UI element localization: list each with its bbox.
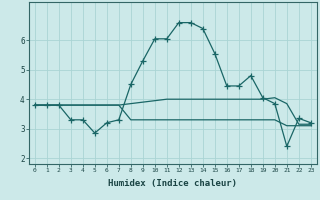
X-axis label: Humidex (Indice chaleur): Humidex (Indice chaleur) <box>108 179 237 188</box>
